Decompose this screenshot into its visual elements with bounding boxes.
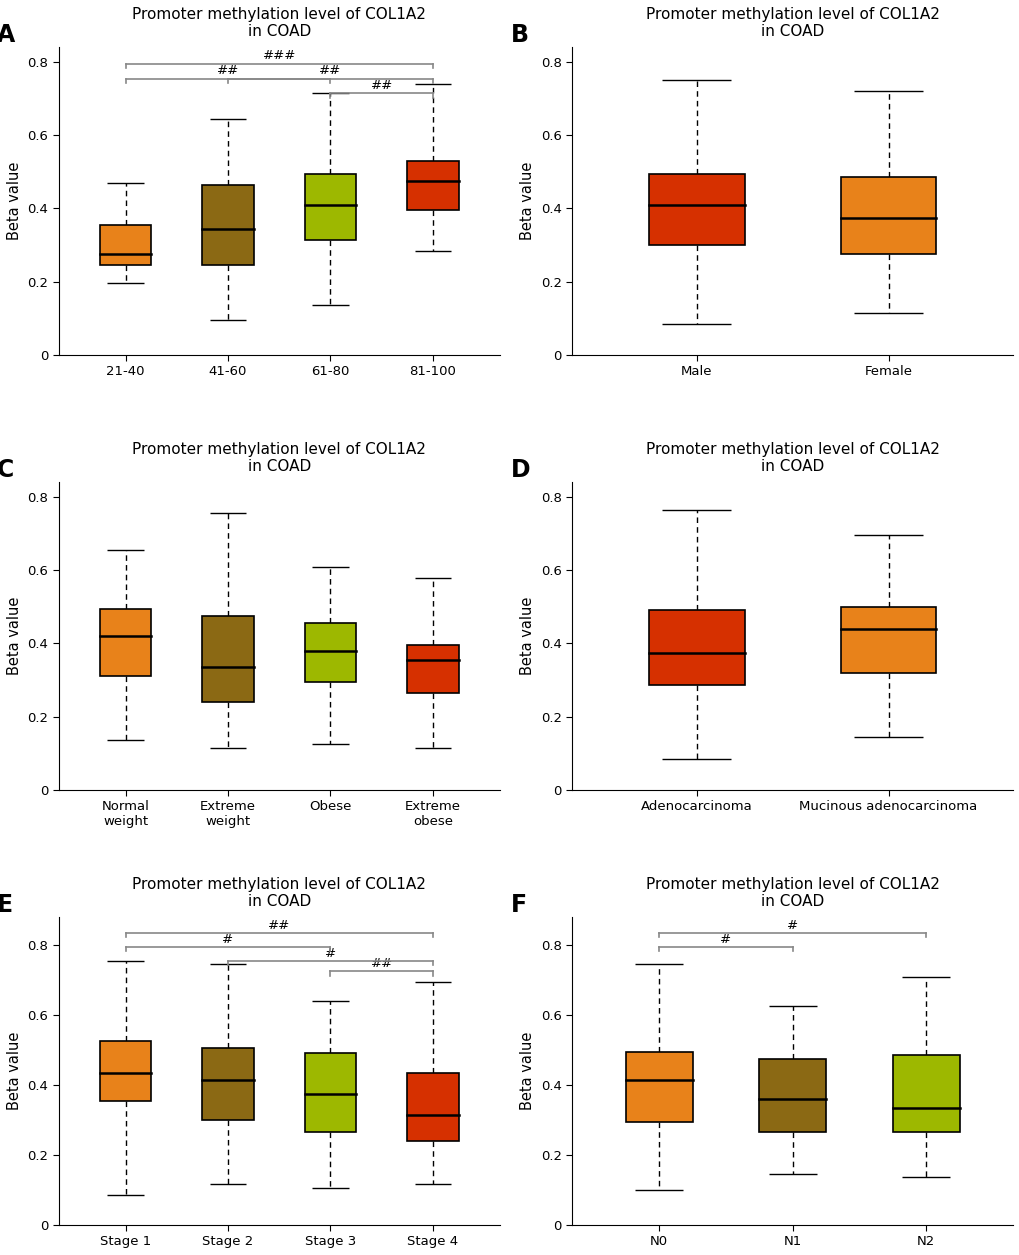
Title: Promoter methylation level of COL1A2
in COAD: Promoter methylation level of COL1A2 in … [132,877,426,909]
Y-axis label: Beta value: Beta value [520,1032,535,1111]
Text: ###: ### [262,49,296,63]
Text: D: D [511,458,530,482]
Text: B: B [511,23,528,46]
Bar [305,624,356,681]
Bar [202,184,254,265]
Bar [305,1053,356,1132]
Bar [840,606,935,673]
Y-axis label: Beta value: Beta value [7,162,22,240]
Text: ##: ## [217,64,238,77]
Bar [840,177,935,255]
Y-axis label: Beta value: Beta value [7,1032,22,1111]
Text: E: E [0,892,13,916]
Text: ##: ## [370,958,392,970]
Text: A: A [0,23,15,46]
Title: Promoter methylation level of COL1A2
in COAD: Promoter methylation level of COL1A2 in … [645,877,938,909]
Title: Promoter methylation level of COL1A2
in COAD: Promoter methylation level of COL1A2 in … [132,8,426,39]
Text: ##: ## [370,79,392,92]
Bar [100,225,151,265]
Bar [407,1073,459,1141]
Text: ##: ## [319,64,341,77]
Bar [648,173,744,245]
Bar [626,1052,692,1122]
Bar [305,173,356,240]
Bar [100,1042,151,1101]
Bar [892,1055,959,1132]
Y-axis label: Beta value: Beta value [520,162,535,240]
Y-axis label: Beta value: Beta value [520,597,535,675]
Title: Promoter methylation level of COL1A2
in COAD: Promoter methylation level of COL1A2 in … [645,8,938,39]
Title: Promoter methylation level of COL1A2
in COAD: Promoter methylation level of COL1A2 in … [645,442,938,474]
Y-axis label: Beta value: Beta value [7,597,22,675]
Text: F: F [511,892,526,916]
Text: #: # [222,932,233,945]
Text: #: # [325,946,335,960]
Bar [407,161,459,211]
Text: C: C [0,458,14,482]
Text: ##: ## [268,919,290,931]
Bar [100,609,151,676]
Text: #: # [719,932,731,945]
Bar [758,1059,825,1132]
Bar [202,616,254,702]
Bar [202,1048,254,1119]
Title: Promoter methylation level of COL1A2
in COAD: Promoter methylation level of COL1A2 in … [132,442,426,474]
Bar [407,645,459,693]
Bar [648,610,744,685]
Text: #: # [787,919,798,931]
